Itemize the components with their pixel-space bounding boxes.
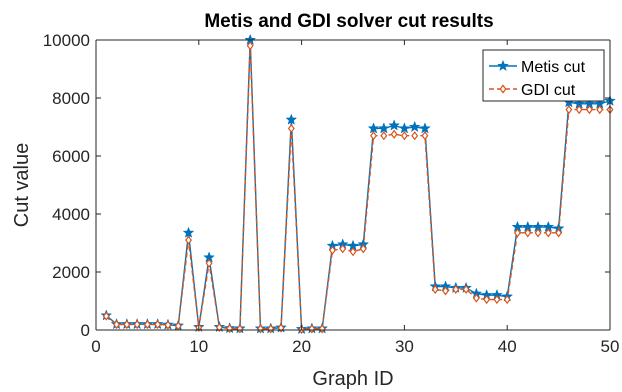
data-point	[483, 294, 491, 305]
chart-title: Metis and GDI solver cut results	[204, 11, 493, 32]
data-point	[236, 324, 244, 334]
data-point	[544, 228, 552, 238]
legend-marker	[499, 84, 507, 94]
data-point	[555, 228, 563, 238]
data-point	[215, 322, 223, 332]
data-point	[367, 122, 380, 134]
legend-entry: Metis cut	[489, 59, 586, 76]
data-point	[370, 131, 378, 141]
legend-entry: GDI cut	[489, 82, 576, 99]
y-ticks: 0 2000 4000 6000 8000 10000	[43, 31, 610, 340]
data-point	[398, 122, 411, 134]
x-tick-label: 0	[91, 337, 100, 356]
data-point	[182, 226, 195, 238]
data-point	[205, 258, 213, 268]
series-2	[102, 41, 614, 335]
data-point	[359, 244, 367, 254]
data-point	[585, 105, 593, 115]
y-tick-label: 8000	[52, 89, 90, 108]
legend-label: Metis cut	[521, 59, 586, 76]
data-point	[565, 105, 573, 115]
data-point	[287, 123, 295, 134]
data-point	[408, 120, 421, 133]
data-point	[514, 228, 521, 238]
data-point	[421, 131, 429, 141]
data-point	[285, 113, 298, 125]
data-point	[380, 131, 388, 141]
data-point	[185, 235, 192, 245]
data-point	[431, 284, 439, 295]
legend-marker	[497, 59, 509, 72]
x-tick-label: 40	[498, 337, 517, 356]
plot-series	[100, 33, 616, 335]
data-point	[349, 247, 357, 257]
legend: Metis cut GDI cut	[482, 49, 605, 102]
data-point	[452, 284, 460, 295]
y-axis-label: Cut value	[11, 143, 33, 228]
legend-entries: Metis cut GDI cut	[489, 59, 586, 99]
data-point	[400, 131, 408, 141]
x-tick-label: 20	[292, 337, 311, 356]
data-point	[339, 244, 347, 254]
x-ticks: 0 10 20 30 40 50	[91, 40, 619, 356]
data-point	[411, 131, 419, 141]
x-axis-label: Graph ID	[312, 368, 393, 390]
data-point	[390, 129, 398, 139]
data-point	[257, 324, 264, 334]
data-point	[308, 324, 316, 334]
data-point	[328, 245, 336, 255]
x-tick-label: 30	[395, 337, 414, 356]
series-line	[105, 45, 610, 331]
data-point	[143, 319, 151, 330]
data-point	[462, 284, 470, 295]
data-point	[123, 319, 131, 330]
data-point	[534, 228, 542, 238]
y-axis: 0 2000 4000 6000 8000 10000	[43, 31, 611, 340]
data-point	[442, 286, 449, 296]
data-point	[154, 319, 162, 330]
data-point	[267, 324, 275, 334]
x-axis: 0 10 20 30 40 50	[91, 39, 619, 356]
data-point	[503, 294, 511, 305]
data-point	[419, 122, 431, 134]
y-tick-label: 10000	[43, 31, 90, 50]
data-point	[113, 319, 121, 330]
y-tick-label: 2000	[52, 263, 90, 282]
data-point	[226, 323, 234, 334]
data-point	[524, 228, 532, 238]
y-tick-label: 0	[81, 321, 90, 340]
data-point	[596, 104, 604, 115]
data-point	[133, 319, 141, 330]
data-point	[493, 294, 501, 305]
x-tick-label: 10	[189, 337, 208, 356]
x-tick-label: 50	[601, 337, 620, 356]
data-point	[575, 104, 583, 115]
data-point	[388, 119, 401, 131]
y-tick-label: 6000	[52, 147, 90, 166]
data-point	[246, 41, 254, 51]
data-point	[102, 311, 110, 321]
legend-label: GDI cut	[521, 82, 576, 99]
data-point	[472, 293, 480, 303]
data-point	[164, 320, 172, 330]
data-point	[318, 324, 326, 334]
data-point	[377, 122, 390, 134]
y-tick-label: 4000	[52, 205, 90, 224]
